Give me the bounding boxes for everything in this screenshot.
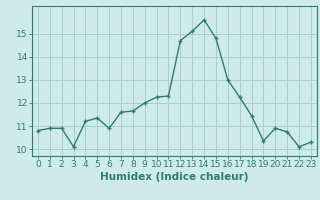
X-axis label: Humidex (Indice chaleur): Humidex (Indice chaleur) bbox=[100, 172, 249, 182]
